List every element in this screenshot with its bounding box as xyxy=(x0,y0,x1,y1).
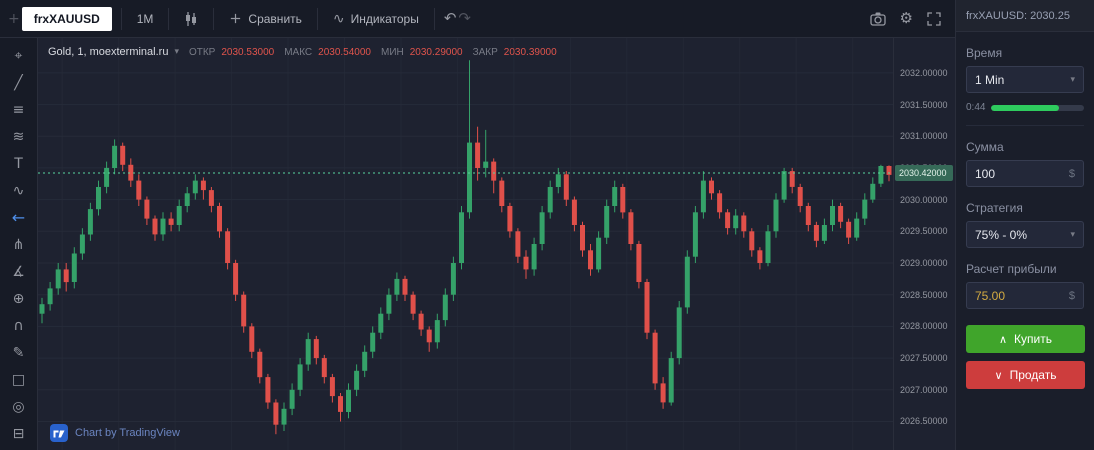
currency-suffix: $ xyxy=(1068,167,1075,180)
strategy-value: 75% - 0% xyxy=(975,227,1028,242)
trade-panel: frxXAUUSD: 2030.25 Время 1 Min ▾ 0:44 Су… xyxy=(955,0,1094,450)
sell-button[interactable]: ∨ Продать xyxy=(966,361,1085,389)
axis-tick: 2029.00000 xyxy=(900,258,948,268)
ohlc-high-label: МАКС xyxy=(284,46,313,58)
candles-icon xyxy=(186,11,197,26)
toolbar-separator xyxy=(120,7,122,30)
pencil-icon[interactable]: ✎ xyxy=(12,344,25,361)
chart-style-button[interactable] xyxy=(178,7,204,31)
axis-tick: 2031.00000 xyxy=(900,131,948,142)
compare-label: Сравнить xyxy=(248,11,302,26)
camera-icon[interactable] xyxy=(869,12,886,26)
price-axis[interactable]: 2032.000002031.500002031.000002030.50000… xyxy=(893,38,955,450)
chevron-down-icon: ▾ xyxy=(1070,74,1075,85)
buy-label: Купить xyxy=(1014,332,1052,346)
axis-tick: 2032.00000 xyxy=(900,67,948,78)
panel-divider xyxy=(966,125,1084,126)
ohlc-low-value: 2030.29000 xyxy=(409,46,463,58)
fib-retracement-icon[interactable]: ≡ xyxy=(12,101,25,118)
left-toolbar: ⌖ ╱ ≡ ≋ T ∿ ← ⋔ ∡ ⊕ ∩ ✎ □ ◎ ⊟ xyxy=(0,38,38,450)
ohlc-open-label: ОТКР xyxy=(188,46,216,58)
profit-label: Расчет прибыли xyxy=(966,262,1057,276)
amount-input[interactable] xyxy=(975,166,1055,181)
chevron-down-icon: ▾ xyxy=(1070,229,1075,240)
compare-button[interactable]: Сравнить xyxy=(223,8,307,30)
profit-value: 75.00 xyxy=(975,288,1006,303)
amount-field[interactable]: $ xyxy=(966,160,1084,187)
ohlc-close-label: ЗАКР xyxy=(472,46,498,58)
gear-icon[interactable]: ⚙ xyxy=(899,9,913,27)
legend-symbol-title[interactable]: Gold, 1, moexterminal.ru xyxy=(48,46,169,58)
toolbar-separator xyxy=(168,7,170,30)
axis-tick: 2029.50000 xyxy=(900,226,948,237)
axis-tick: 2031.50000 xyxy=(900,99,948,110)
currency-suffix: $ xyxy=(1068,289,1075,302)
indicators-button[interactable]: ∿ Индикаторы xyxy=(327,8,425,30)
crosshair-icon[interactable]: ⌖ xyxy=(14,47,23,64)
toolbar-right-icons: ⚙ xyxy=(869,9,947,27)
chart-legend: Gold, 1, moexterminal.ru ▾ ОТКР 2030.530… xyxy=(48,46,557,58)
tradingview-attribution[interactable]: Chart by TradingView xyxy=(50,424,180,442)
sell-label: Продать xyxy=(1009,368,1057,382)
plus-icon[interactable]: + xyxy=(8,10,20,27)
axis-tick: 2030.00000 xyxy=(900,194,948,205)
chevron-down-icon[interactable]: ▾ xyxy=(174,47,179,57)
time-label: Время xyxy=(966,46,1003,60)
zoom-in-icon[interactable]: ⊕ xyxy=(12,290,25,307)
timer-row: 0:44 xyxy=(966,102,1084,113)
measure-icon[interactable]: ∡ xyxy=(12,263,25,280)
arrow-left-icon[interactable]: ← xyxy=(11,208,26,227)
undo-icon[interactable]: ↶ xyxy=(443,9,457,27)
toolbar-separator xyxy=(213,7,215,30)
top-toolbar: + frxXAUUSD 1M Сравнить ∿ Индикаторы ↶ ↷… xyxy=(0,0,955,38)
indicators-label: Индикаторы xyxy=(350,11,419,26)
amount-label: Сумма xyxy=(966,140,1004,154)
axis-tick: 2027.00000 xyxy=(900,384,948,395)
panel-symbol-price: frxXAUUSD: 2030.25 xyxy=(956,0,1094,32)
symbol-search-button[interactable]: frxXAUUSD xyxy=(21,6,112,31)
chart-plot[interactable] xyxy=(38,38,893,450)
arrow-up-icon: ∧ xyxy=(998,332,1008,346)
axis-tick: 2028.00000 xyxy=(900,321,948,332)
magnet-icon[interactable]: ∩ xyxy=(13,317,24,334)
eye-icon[interactable]: ◎ xyxy=(12,398,25,415)
chart-area: Gold, 1, moexterminal.ru ▾ ОТКР 2030.530… xyxy=(38,38,955,450)
buy-button[interactable]: ∧ Купить xyxy=(966,325,1085,353)
compare-icon xyxy=(231,13,241,24)
axis-tick: 2028.50000 xyxy=(900,289,948,300)
pattern-icon[interactable]: ∿ xyxy=(12,182,25,199)
timer-progress xyxy=(991,104,1084,111)
indicators-icon: ∿ xyxy=(332,10,345,27)
redo-icon[interactable]: ↷ xyxy=(458,9,471,27)
text-icon[interactable]: T xyxy=(14,155,23,172)
toolbar-separator xyxy=(316,7,318,30)
ohlc-low-label: МИН xyxy=(380,46,404,58)
axis-tick: 2026.50000 xyxy=(900,416,948,427)
trend-line-icon[interactable]: ╱ xyxy=(14,74,23,91)
profit-field: 75.00 $ xyxy=(966,282,1084,309)
interval-button[interactable]: 1M xyxy=(136,11,154,26)
lock-icon[interactable]: □ xyxy=(11,371,26,388)
fullscreen-icon[interactable] xyxy=(927,11,941,26)
strategy-select[interactable]: 75% - 0% ▾ xyxy=(966,221,1084,248)
trash-icon[interactable]: ⊟ xyxy=(12,425,25,442)
arrow-down-icon: ∨ xyxy=(994,368,1003,382)
ohlc-close-value: 2030.39000 xyxy=(503,46,557,58)
brush-icon[interactable]: ≋ xyxy=(12,128,25,145)
time-select[interactable]: 1 Min ▾ xyxy=(966,66,1084,93)
ohlc-open-value: 2030.53000 xyxy=(221,46,275,58)
ohlc-high-value: 2030.54000 xyxy=(318,46,371,58)
toolbar-separator xyxy=(433,7,435,30)
tradingview-logo-icon xyxy=(50,424,68,442)
pitchfork-icon[interactable]: ⋔ xyxy=(12,236,25,253)
current-price-badge: 2030.42000 xyxy=(895,165,953,181)
strategy-label: Стратегия xyxy=(966,201,1023,215)
time-value: 1 Min xyxy=(975,72,1005,87)
timer-countdown: 0:44 xyxy=(966,102,986,113)
timer-progress-fill xyxy=(991,104,1060,111)
axis-tick: 2027.50000 xyxy=(900,353,948,364)
attribution-text: Chart by TradingView xyxy=(75,427,180,439)
